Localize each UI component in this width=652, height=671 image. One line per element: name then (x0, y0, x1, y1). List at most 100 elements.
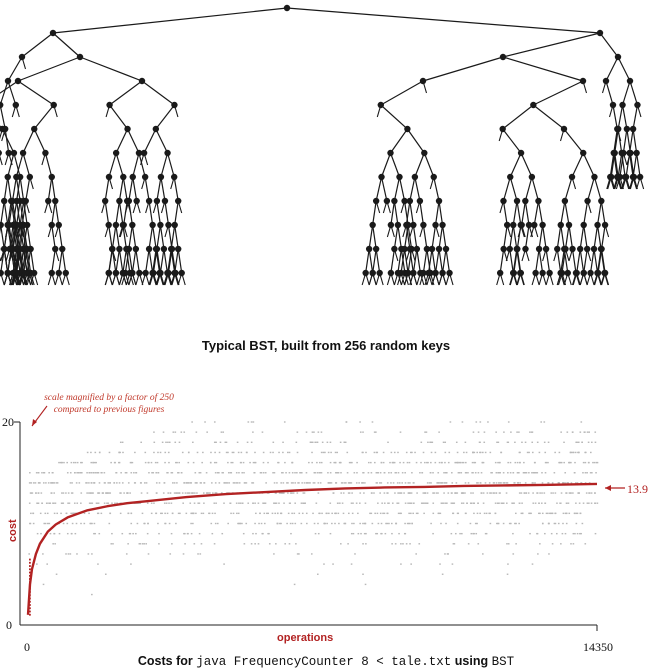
cost-point (96, 512, 99, 515)
cost-point (430, 451, 433, 454)
cost-point (502, 472, 505, 474)
cost-point (396, 502, 399, 504)
cost-point (391, 532, 393, 535)
cost-point (498, 461, 501, 464)
cost-point (362, 573, 364, 575)
cost-point (136, 522, 139, 525)
tree-edge (390, 128, 408, 154)
cost-point (208, 512, 210, 515)
tree-null-link (47, 200, 53, 214)
tree-edge (409, 248, 414, 274)
cost-point (227, 461, 229, 464)
tree-null-link (594, 272, 599, 286)
cost-point (357, 532, 360, 535)
cost-point (245, 482, 248, 484)
tree-edge (617, 152, 623, 178)
cost-point (499, 492, 501, 494)
cost-point (562, 482, 565, 484)
cost-point (326, 441, 329, 443)
tree-null-link (58, 272, 63, 286)
cost-point (243, 482, 246, 484)
cost-point (40, 532, 42, 535)
cost-point (174, 431, 177, 433)
cost-point (105, 492, 108, 494)
cost-point (479, 482, 482, 484)
cost-point (400, 563, 402, 565)
cost-point (466, 502, 468, 504)
cost-point (301, 482, 303, 484)
cost-point (409, 522, 411, 525)
cost-point (567, 502, 570, 504)
cost-point (451, 563, 454, 565)
cost-point (329, 532, 332, 535)
cost-point (93, 482, 96, 484)
y-tick-zero: 0 (6, 618, 12, 632)
cost-point (222, 431, 225, 433)
cost-point (309, 482, 311, 484)
tree-edge (583, 200, 589, 226)
cost-point (365, 543, 367, 545)
cost-point (86, 482, 88, 484)
cost-point (233, 482, 236, 484)
cost-point (506, 573, 509, 575)
cost-point (195, 512, 197, 515)
cost-point (554, 451, 556, 454)
cost-point (518, 522, 520, 525)
cost-point (410, 502, 413, 504)
tree-null-link (132, 200, 138, 214)
cost-point (594, 502, 596, 504)
tree-edge (532, 104, 565, 130)
tree-edge (512, 224, 518, 250)
cost-point (482, 492, 485, 494)
plot-caption: Costs for java FrequencyCounter 8 < tale… (0, 654, 652, 669)
cost-point (387, 441, 389, 443)
cost-point (480, 472, 483, 474)
cost-point (443, 492, 445, 494)
cost-point (403, 492, 405, 494)
tree-edge (128, 176, 134, 202)
cost-point (202, 492, 205, 494)
cost-point (473, 461, 475, 464)
cost-point (214, 522, 217, 525)
cost-point (454, 492, 456, 494)
tree-edge (61, 248, 67, 274)
tree-null-link (104, 224, 110, 238)
cost-point (350, 532, 353, 535)
tree-edge (560, 248, 565, 274)
cost-point (320, 461, 323, 464)
tree-edge (632, 128, 638, 154)
cost-point (235, 472, 238, 474)
cost-point (474, 461, 477, 464)
caption-text-2: using (454, 654, 489, 668)
cost-point (432, 492, 434, 494)
cost-point (483, 431, 486, 433)
cost-point (519, 461, 521, 464)
cost-point (276, 522, 279, 525)
cost-point (338, 522, 340, 525)
tree-edge (617, 56, 631, 82)
tree-null-link (590, 272, 595, 286)
cost-point (241, 502, 244, 504)
tree-edge (380, 80, 424, 106)
tree-edge (54, 200, 60, 226)
tree-null-link (586, 272, 592, 286)
tree-null-link (572, 272, 578, 286)
cost-point (447, 492, 450, 494)
cost-point (565, 492, 567, 494)
tree-null-link (601, 80, 607, 94)
cost-point (373, 492, 375, 494)
tree-edge (502, 128, 522, 154)
tree-edge (625, 152, 631, 178)
cost-point (376, 482, 379, 484)
cost-point (411, 451, 413, 454)
cost-point (98, 451, 101, 454)
cost-point (388, 522, 390, 525)
cost-point (288, 451, 291, 454)
cost-point (488, 512, 491, 515)
cost-point (305, 512, 308, 515)
tree-edge (409, 176, 416, 202)
cost-point (298, 553, 300, 555)
cost-point (63, 461, 65, 464)
cost-point (367, 472, 370, 474)
cost-point (97, 502, 100, 504)
